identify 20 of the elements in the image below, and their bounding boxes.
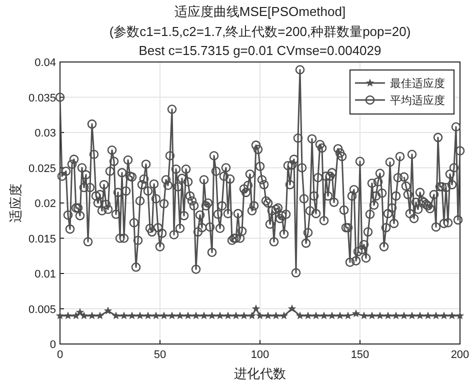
chart-subtitle: (参数c1=1.5,c2=1.7,终止代数=200,种群数量pop=20) Best c=15.7315 g=0.01 CVmse=0.004029: [109, 24, 411, 58]
legend-label: 最佳适应度: [390, 77, 445, 90]
y-tick-label: 0.03: [34, 128, 56, 140]
x-tick-label: 0: [56, 349, 64, 361]
x-axis-title: 进化代数: [234, 366, 286, 381]
y-tick-label: 0.015: [28, 233, 56, 246]
y-tick-label: 0.04: [34, 57, 56, 69]
y-tick-label: 0.02: [34, 198, 56, 210]
y-tick-label: 0.01: [34, 268, 56, 280]
x-tick-label: 100: [250, 349, 270, 361]
x-tick-label: 150: [350, 349, 370, 361]
y-axis-title: 适应度: [8, 184, 23, 222]
y-tick-label: 0.035: [28, 92, 56, 104]
x-tick-label: 200: [450, 349, 470, 361]
chart-title: 适应度曲线MSE[PSOmethod]: [174, 4, 346, 19]
y-tick-label: 0.005: [28, 304, 56, 316]
legend-label: 平均适应度: [390, 94, 445, 107]
y-tick-label: 0.025: [28, 162, 56, 175]
y-tick-label: 0: [50, 339, 56, 351]
x-tick-label: 50: [154, 349, 166, 361]
